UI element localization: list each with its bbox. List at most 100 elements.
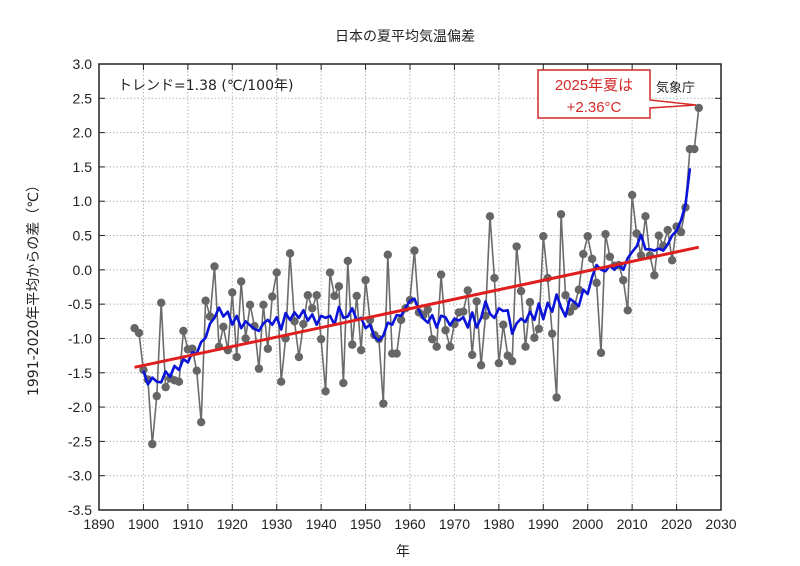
x-tick-label: 2020	[661, 516, 692, 532]
x-tick-label: 1890	[83, 516, 114, 532]
x-tick-label: 1910	[172, 516, 203, 532]
annual-point	[574, 285, 584, 294]
annual-point	[268, 292, 277, 301]
annual-point	[276, 377, 286, 386]
annual-point	[539, 232, 548, 241]
annual-point	[641, 212, 650, 221]
annual-point	[485, 212, 495, 221]
y-tick-label: 0.5	[73, 228, 93, 244]
annual-point	[583, 232, 592, 241]
annual-point	[228, 288, 237, 297]
annual-point	[428, 334, 437, 344]
annual-point	[499, 320, 508, 329]
annual-point	[259, 300, 268, 310]
annual-point	[148, 439, 157, 449]
annual-point	[534, 324, 544, 334]
annual-point	[290, 317, 299, 326]
annual-point	[605, 252, 615, 262]
annual-point	[507, 356, 517, 366]
chart-title: 日本の夏平均気温偏差	[335, 29, 475, 45]
annual-point	[432, 342, 441, 351]
annual-point	[663, 225, 672, 235]
y-tick-label: 2.5	[73, 90, 93, 106]
y-tick-label: -2.5	[68, 433, 92, 449]
y-tick-label: 2.0	[73, 125, 93, 141]
annual-point	[592, 278, 601, 288]
annual-point	[472, 297, 481, 306]
annual-point	[436, 270, 446, 279]
annual-point	[516, 286, 526, 296]
annual-point	[321, 387, 330, 396]
annual-point	[330, 291, 339, 301]
annual-point	[294, 352, 304, 362]
annual-point	[396, 315, 406, 325]
annual-point	[201, 296, 210, 305]
x-tick-label: 1950	[350, 516, 381, 532]
annual-point	[383, 250, 392, 259]
callout-line-1: 2025年夏は	[555, 77, 633, 94]
annual-point	[552, 393, 561, 402]
x-tick-label: 1940	[306, 516, 337, 532]
annual-point	[192, 366, 201, 375]
x-tick-label: 2010	[617, 516, 648, 532]
annual-point	[445, 342, 455, 351]
annual-point	[690, 144, 699, 154]
annual-point	[525, 297, 535, 307]
x-tick-label: 1930	[261, 516, 292, 532]
annual-point	[352, 291, 361, 301]
x-tick-label: 1970	[439, 516, 470, 532]
annual-point	[468, 350, 477, 360]
annual-point	[356, 345, 366, 355]
trend-series	[134, 245, 700, 369]
annual-point	[254, 364, 264, 373]
plot-frame	[98, 63, 722, 511]
annual-point	[139, 365, 148, 375]
annual-point	[219, 322, 228, 331]
annual-point	[241, 334, 250, 343]
annual-point	[361, 275, 370, 285]
x-axis-label: 年	[396, 544, 410, 560]
annual-point	[379, 399, 388, 408]
trend-annotation: トレンド=1.38 (℃/100年)	[118, 78, 293, 94]
x-tick-label: 1990	[528, 516, 559, 532]
annual-point	[623, 306, 632, 315]
source-label: 気象庁	[656, 80, 695, 96]
annual-point	[561, 291, 570, 300]
grid	[99, 64, 721, 510]
annual-point	[601, 229, 610, 239]
annual-point	[392, 349, 401, 358]
x-tick-label: 2000	[572, 516, 603, 532]
annual-point	[174, 377, 184, 386]
annual-point	[134, 328, 144, 338]
y-tick-label: 3.0	[73, 56, 93, 72]
annual-point	[316, 334, 326, 344]
annual-point	[272, 268, 281, 277]
callout-box	[537, 69, 697, 119]
annual-point	[339, 378, 348, 388]
annual-point	[494, 358, 504, 368]
y-tick-label: 1.0	[73, 193, 93, 209]
annual-point	[619, 275, 628, 285]
y-tick-label: -3.0	[68, 468, 92, 484]
annual-point	[490, 273, 499, 283]
y-tick-label: -3.5	[68, 502, 92, 518]
annual-point	[410, 246, 419, 255]
annual-point	[547, 329, 557, 338]
annual-point	[312, 291, 321, 300]
annual-point	[299, 319, 308, 329]
y-tick-label: -1.0	[68, 330, 92, 346]
annual-point	[476, 361, 486, 370]
annual-point	[556, 210, 566, 219]
x-tick-label: 1920	[217, 516, 248, 532]
annual-point	[587, 254, 597, 264]
annual-line	[133, 107, 700, 445]
annual-point	[596, 348, 606, 358]
annual-point	[285, 249, 295, 258]
annual-point	[152, 391, 161, 401]
annual-point	[667, 256, 677, 265]
annual-point	[348, 340, 357, 349]
annual-point	[196, 417, 206, 427]
y-tick-label: -0.5	[68, 296, 92, 312]
y-tick-label: 1.5	[73, 159, 93, 175]
